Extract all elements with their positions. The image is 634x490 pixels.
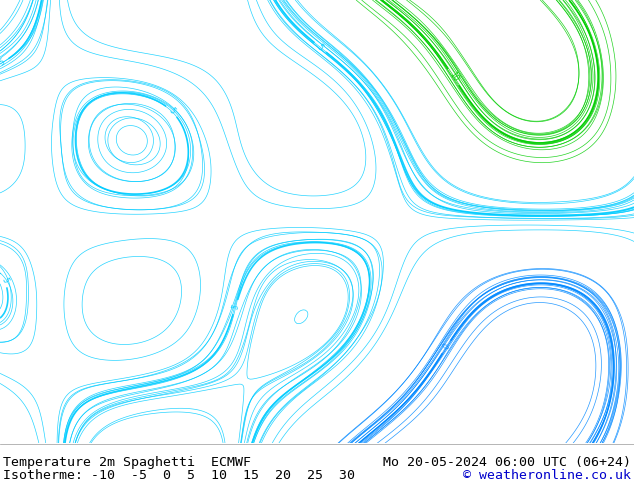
Text: 5: 5 xyxy=(0,58,6,68)
Text: 5: 5 xyxy=(316,43,325,52)
Text: Isotherme: -10  -5  0  5  10  15  20  25  30: Isotherme: -10 -5 0 5 10 15 20 25 30 xyxy=(3,468,355,482)
Text: © weatheronline.co.uk: © weatheronline.co.uk xyxy=(463,468,631,482)
Text: Mo 20-05-2024 06:00 UTC (06+24): Mo 20-05-2024 06:00 UTC (06+24) xyxy=(383,457,631,469)
Text: 0: 0 xyxy=(441,343,451,351)
Text: Temperature 2m Spaghetti  ECMWF: Temperature 2m Spaghetti ECMWF xyxy=(3,457,251,469)
Text: 5: 5 xyxy=(167,106,177,116)
Text: 10: 10 xyxy=(447,71,460,84)
Text: 5: 5 xyxy=(0,276,10,284)
Text: 5: 5 xyxy=(230,303,240,311)
